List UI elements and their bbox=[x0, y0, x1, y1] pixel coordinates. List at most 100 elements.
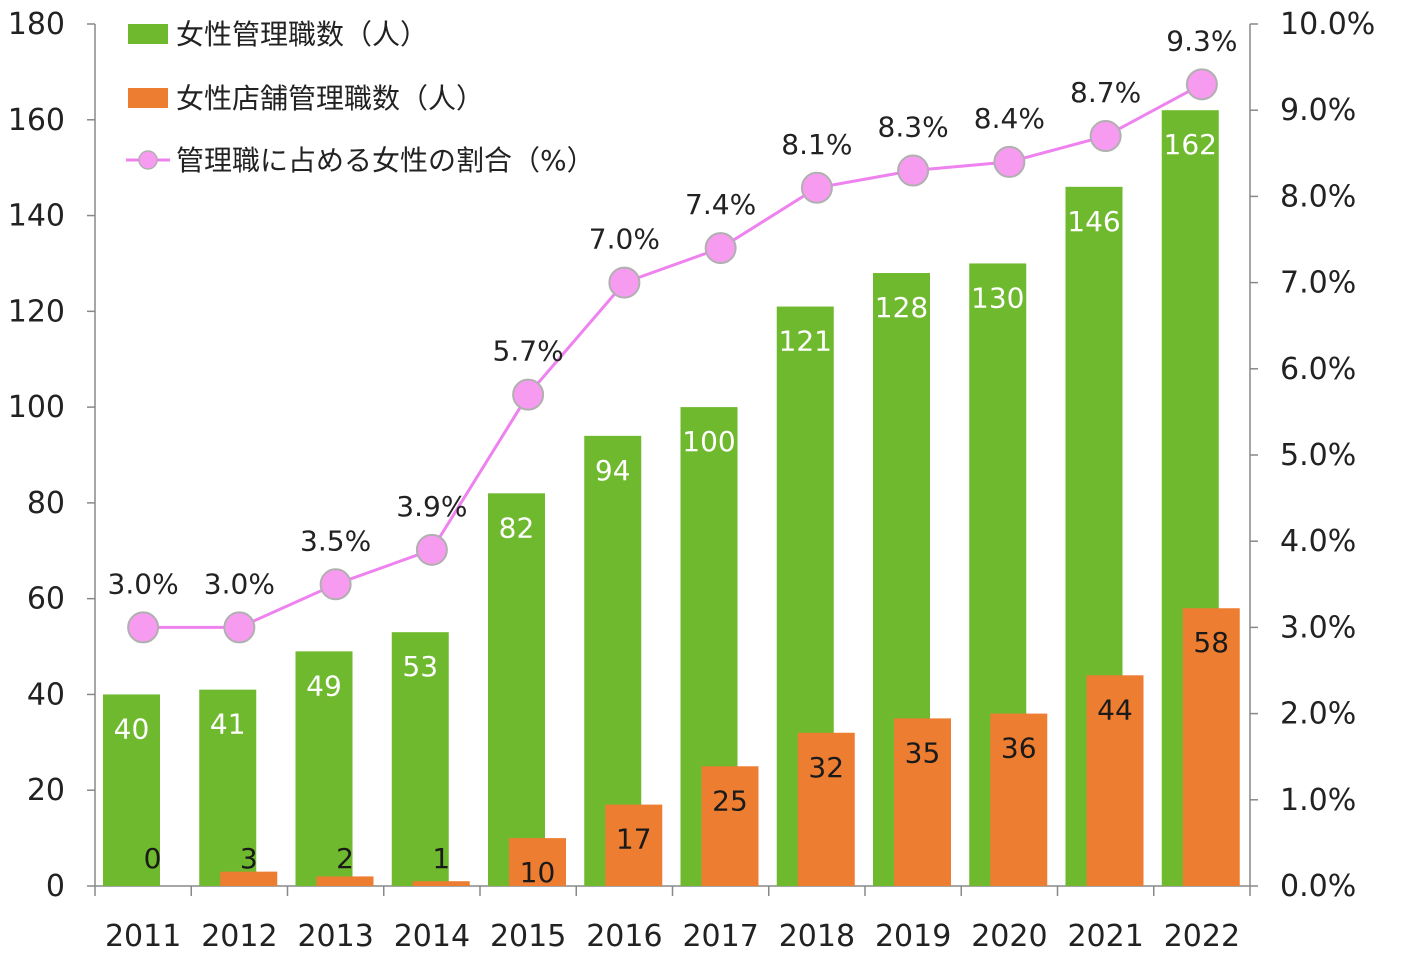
x-tick-label: 2014 bbox=[394, 919, 470, 954]
bar-label-female-managers: 146 bbox=[1067, 205, 1120, 238]
bar-label-female-managers: 94 bbox=[595, 454, 631, 487]
data-labels: 40 0 41 3 49 2 53 1 82 10 94 17 100 25 121 32 128 35 130 36… bbox=[108, 24, 1238, 889]
bar-label-female-store-managers: 32 bbox=[808, 751, 844, 784]
right-tick-label: 7.0% bbox=[1280, 266, 1356, 301]
bar-female-managers bbox=[103, 694, 160, 886]
bar-label-female-store-managers: 25 bbox=[712, 784, 748, 817]
legend-marker-female-ratio bbox=[138, 150, 158, 170]
bar-label-female-managers: 130 bbox=[971, 281, 1024, 314]
bar-female-store-managers bbox=[1086, 675, 1144, 886]
x-tick-label: 2016 bbox=[586, 919, 662, 954]
point-label-female-ratio: 7.0% bbox=[589, 223, 660, 256]
right-tick-label: 4.0% bbox=[1280, 524, 1356, 559]
left-tick-label: 60 bbox=[27, 582, 65, 617]
point-label-female-ratio: 8.4% bbox=[974, 102, 1045, 135]
left-tick-label: 160 bbox=[8, 103, 65, 138]
legend-swatch-female-managers bbox=[128, 24, 168, 44]
legend-label-female-ratio: 管理職に占める女性の割合（%） bbox=[176, 144, 595, 177]
left-tick-label: 140 bbox=[8, 199, 65, 234]
bar-label-female-store-managers: 44 bbox=[1097, 693, 1133, 726]
point-female-ratio bbox=[1185, 68, 1218, 101]
bar-label-female-store-managers: 2 bbox=[336, 842, 354, 875]
right-tick-label: 2.0% bbox=[1280, 697, 1356, 732]
bar-female-store-managers bbox=[412, 881, 470, 886]
bar-female-store-managers bbox=[605, 804, 663, 886]
bar-label-female-managers: 41 bbox=[210, 708, 246, 741]
point-female-ratio bbox=[704, 232, 737, 265]
bar-female-store-managers bbox=[509, 838, 566, 886]
legend-label-female-managers: 女性管理職数（人） bbox=[176, 18, 428, 51]
legend-swatch-female-store-managers bbox=[128, 88, 168, 108]
point-female-ratio bbox=[512, 378, 545, 411]
x-tick-label: 2019 bbox=[875, 919, 951, 954]
x-tick-label: 2012 bbox=[201, 919, 277, 954]
bar-female-managers bbox=[488, 493, 545, 886]
left-tick-label: 20 bbox=[27, 773, 65, 808]
x-tick-label: 2017 bbox=[682, 919, 758, 954]
bar-label-female-store-managers: 17 bbox=[616, 823, 652, 856]
point-female-ratio bbox=[608, 266, 641, 299]
x-tick-label: 2018 bbox=[779, 919, 855, 954]
legend-label-female-store-managers: 女性店舗管理職数（人） bbox=[176, 82, 484, 115]
x-tick-label: 2011 bbox=[105, 919, 181, 954]
point-female-ratio bbox=[319, 568, 352, 601]
right-tick-label: 10.0% bbox=[1280, 7, 1375, 42]
bar-female-store-managers bbox=[990, 713, 1048, 886]
line-female-ratio bbox=[143, 83, 1203, 629]
bar-label-female-store-managers: 10 bbox=[520, 856, 556, 889]
point-label-female-ratio: 3.9% bbox=[396, 490, 467, 523]
x-tick-label: 2013 bbox=[297, 919, 373, 954]
right-tick-label: 6.0% bbox=[1280, 352, 1356, 387]
bar-label-female-managers: 128 bbox=[875, 291, 928, 324]
bar-label-female-store-managers: 0 bbox=[144, 842, 162, 875]
left-tick-label: 180 bbox=[8, 7, 65, 42]
bar-label-female-store-managers: 1 bbox=[432, 842, 450, 875]
bar-female-managers bbox=[295, 651, 353, 886]
series-female-store-managers bbox=[220, 608, 1240, 886]
bar-female-managers bbox=[391, 632, 449, 886]
bar-label-female-store-managers: 58 bbox=[1193, 626, 1229, 659]
bar-label-female-store-managers: 3 bbox=[240, 842, 258, 875]
x-tick-label: 2015 bbox=[490, 919, 566, 954]
point-label-female-ratio: 8.3% bbox=[878, 111, 949, 144]
bar-label-female-managers: 121 bbox=[779, 325, 832, 358]
bar-female-managers bbox=[199, 689, 257, 886]
series-female-managers bbox=[103, 110, 1219, 887]
bar-female-store-managers bbox=[1182, 608, 1240, 886]
point-female-ratio bbox=[993, 145, 1026, 178]
point-label-female-ratio: 3.5% bbox=[300, 524, 371, 557]
point-female-ratio bbox=[223, 611, 256, 644]
bar-female-store-managers bbox=[894, 718, 951, 886]
bar-female-store-managers bbox=[220, 871, 278, 886]
bar-label-female-managers: 100 bbox=[682, 425, 735, 458]
bar-label-female-store-managers: 36 bbox=[1001, 732, 1037, 765]
point-female-ratio bbox=[897, 154, 930, 187]
x-tick-label: 2021 bbox=[1067, 919, 1143, 954]
bar-label-female-managers: 53 bbox=[402, 650, 438, 683]
bar-label-female-managers: 162 bbox=[1164, 128, 1217, 161]
point-female-ratio bbox=[1089, 120, 1122, 153]
point-female-ratio bbox=[415, 533, 448, 566]
right-tick-label: 3.0% bbox=[1280, 610, 1356, 645]
axes: 0204060801001201401601800.0%1.0%2.0%3.0%… bbox=[8, 7, 1376, 954]
bar-label-female-managers: 40 bbox=[114, 712, 150, 745]
point-label-female-ratio: 8.1% bbox=[781, 128, 852, 161]
point-label-female-ratio: 5.7% bbox=[493, 335, 564, 368]
point-label-female-ratio: 8.7% bbox=[1070, 76, 1141, 109]
bar-female-store-managers bbox=[316, 876, 374, 886]
left-tick-label: 40 bbox=[27, 677, 65, 712]
bar-label-female-managers: 49 bbox=[306, 669, 342, 702]
right-tick-label: 1.0% bbox=[1280, 783, 1356, 818]
legend: 女性管理職数（人） 女性店舗管理職数（人） 管理職に占める女性の割合（%） bbox=[126, 18, 595, 177]
point-label-female-ratio: 3.0% bbox=[204, 567, 275, 600]
point-female-ratio bbox=[800, 171, 833, 204]
point-female-ratio bbox=[127, 611, 160, 644]
point-label-female-ratio: 9.3% bbox=[1166, 24, 1237, 57]
bar-label-female-store-managers: 35 bbox=[905, 736, 941, 769]
left-tick-label: 0 bbox=[46, 869, 65, 904]
point-label-female-ratio: 3.0% bbox=[108, 567, 179, 600]
bar-label-female-managers: 82 bbox=[499, 511, 535, 544]
left-tick-label: 100 bbox=[8, 390, 65, 425]
series-female-ratio bbox=[127, 68, 1218, 644]
